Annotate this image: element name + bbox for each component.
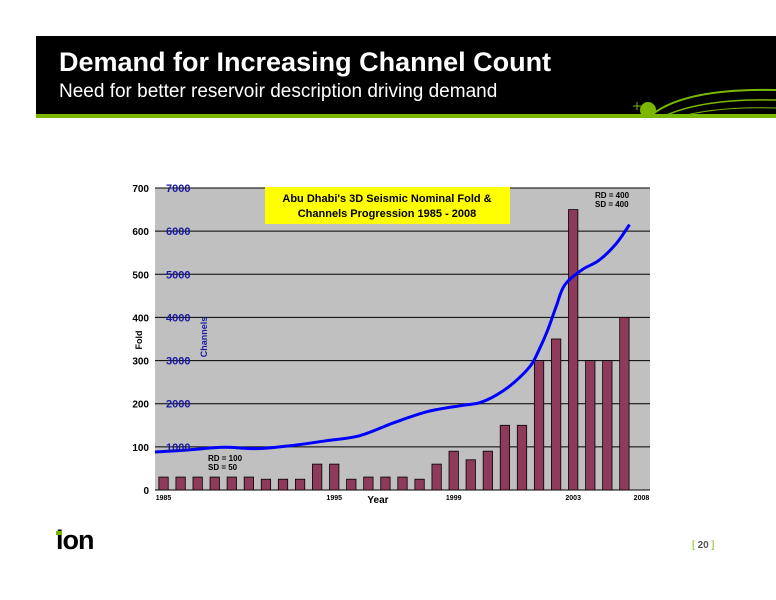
- annotation-sd-high: SD = 400: [595, 200, 629, 209]
- annotation-rd-high: RD = 400: [595, 191, 630, 200]
- channels-tick-label-6: 7000: [166, 183, 190, 195]
- fold-bar-18: [465, 459, 476, 491]
- fold-bar-26: [602, 360, 613, 491]
- chart-title-box: [265, 187, 510, 224]
- fold-bar-19: [482, 450, 493, 491]
- fold-bar-5: [243, 476, 254, 491]
- fold-tick-label-7: 700: [132, 184, 149, 195]
- fold-bar-3: [209, 476, 220, 491]
- year-tick-label-3: 2003: [565, 495, 581, 502]
- plot-area: [155, 188, 650, 490]
- fold-tick-label-0: 0: [143, 486, 149, 497]
- channels-axis-label: Channels: [199, 317, 209, 358]
- fold-tick-label-6: 600: [132, 227, 149, 238]
- header-bar: Demand for Increasing Channel Count Need…: [36, 36, 776, 114]
- fold-bar-21: [516, 424, 528, 491]
- year-axis-ticks: 1985 1995 1999 2003 2008: [156, 495, 650, 502]
- slide-subtitle: Need for better reservoir description dr…: [59, 81, 498, 102]
- channels-tick-label-1: 2000: [166, 399, 190, 411]
- grid-lines: [155, 187, 650, 491]
- fold-bar-27: [619, 317, 630, 491]
- year-tick-label-0: 1985: [156, 495, 172, 502]
- ion-logo: ion: [56, 528, 95, 552]
- page-number-value: 20: [697, 540, 709, 551]
- channels-series-line: [154, 223, 631, 454]
- fold-bar-6: [260, 478, 272, 491]
- fold-bar-17: [448, 450, 459, 491]
- page-number-left-bracket: [: [692, 540, 695, 551]
- fold-bar-11: [346, 478, 357, 491]
- fold-bar-1: [175, 476, 186, 491]
- fold-tick-label-3: 300: [132, 357, 149, 368]
- year-tick-label-2: 1999: [446, 495, 462, 502]
- year-axis-label: Year: [367, 495, 388, 506]
- fold-bar-14: [397, 476, 408, 491]
- channels-tick-label-5: 6000: [166, 226, 190, 238]
- fold-bar-20: [499, 424, 511, 491]
- fold-bar-15: [414, 478, 425, 491]
- fold-bar-22: [533, 360, 545, 491]
- fold-bar-7: [277, 478, 289, 491]
- fold-bar-24: [568, 209, 579, 491]
- fold-axis-label: Fold: [134, 331, 144, 350]
- fold-bar-25: [585, 360, 596, 491]
- fold-bar-12: [363, 476, 374, 491]
- fold-channels-chart: 0 100 200 300 400 500 600 700 1000 2000 3000 4000 5…: [132, 183, 650, 506]
- fold-bar-9: [312, 463, 323, 491]
- page-number-right-bracket: ]: [711, 540, 715, 551]
- fold-axis-ticks: 0 100 200 300 400 500 600 700: [132, 184, 149, 497]
- logo-accent-icon: [56, 531, 62, 535]
- annotation-rd-low: RD = 100: [208, 454, 243, 463]
- fold-bar-2: [192, 476, 203, 491]
- fold-bar-0: [158, 476, 169, 491]
- fold-bar-23: [551, 338, 562, 491]
- fold-bar-16: [431, 463, 442, 491]
- chart-title-line-2: Channels Progression 1985 - 2008: [298, 208, 477, 220]
- fold-bar-4: [226, 476, 237, 491]
- channels-tick-label-3: 4000: [166, 312, 190, 324]
- fold-tick-label-1: 100: [132, 443, 149, 454]
- annotation-sd-low: SD = 50: [208, 463, 238, 472]
- fold-tick-label-4: 400: [132, 313, 149, 324]
- channels-tick-label-0: 1000: [166, 442, 190, 454]
- channels-axis-ticks: 1000 2000 3000 4000 5000 6000 7000: [166, 183, 190, 454]
- chart-title-line-1: Abu Dhabi's 3D Seismic Nominal Fold &: [282, 193, 491, 205]
- channels-tick-label-2: 3000: [166, 356, 190, 368]
- year-tick-label-1: 1995: [326, 495, 342, 502]
- fold-bar-13: [380, 476, 391, 491]
- fold-tick-label-2: 200: [132, 400, 149, 411]
- header-swoosh-icon: [633, 88, 776, 118]
- fold-bars: [158, 209, 630, 491]
- fold-bar-10: [329, 463, 340, 491]
- logo-text: ion: [56, 528, 94, 552]
- channels-tick-label-4: 5000: [166, 269, 190, 281]
- fold-bar-8: [294, 478, 306, 491]
- year-tick-label-4: 2008: [634, 495, 650, 502]
- header-accent-line: [36, 114, 776, 118]
- slide-title: Demand for Increasing Channel Count: [59, 47, 552, 77]
- fold-tick-label-5: 500: [132, 270, 149, 281]
- page-number: [ 20 ]: [692, 540, 714, 551]
